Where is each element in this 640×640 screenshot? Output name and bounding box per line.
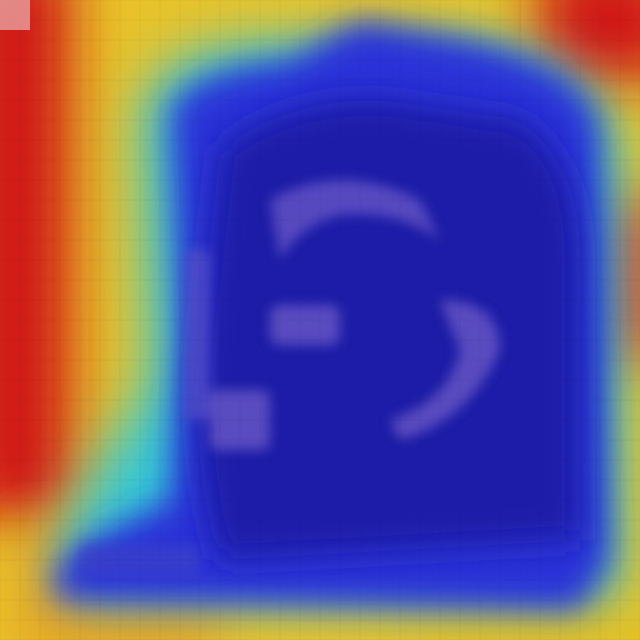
corner-square: [0, 0, 30, 30]
